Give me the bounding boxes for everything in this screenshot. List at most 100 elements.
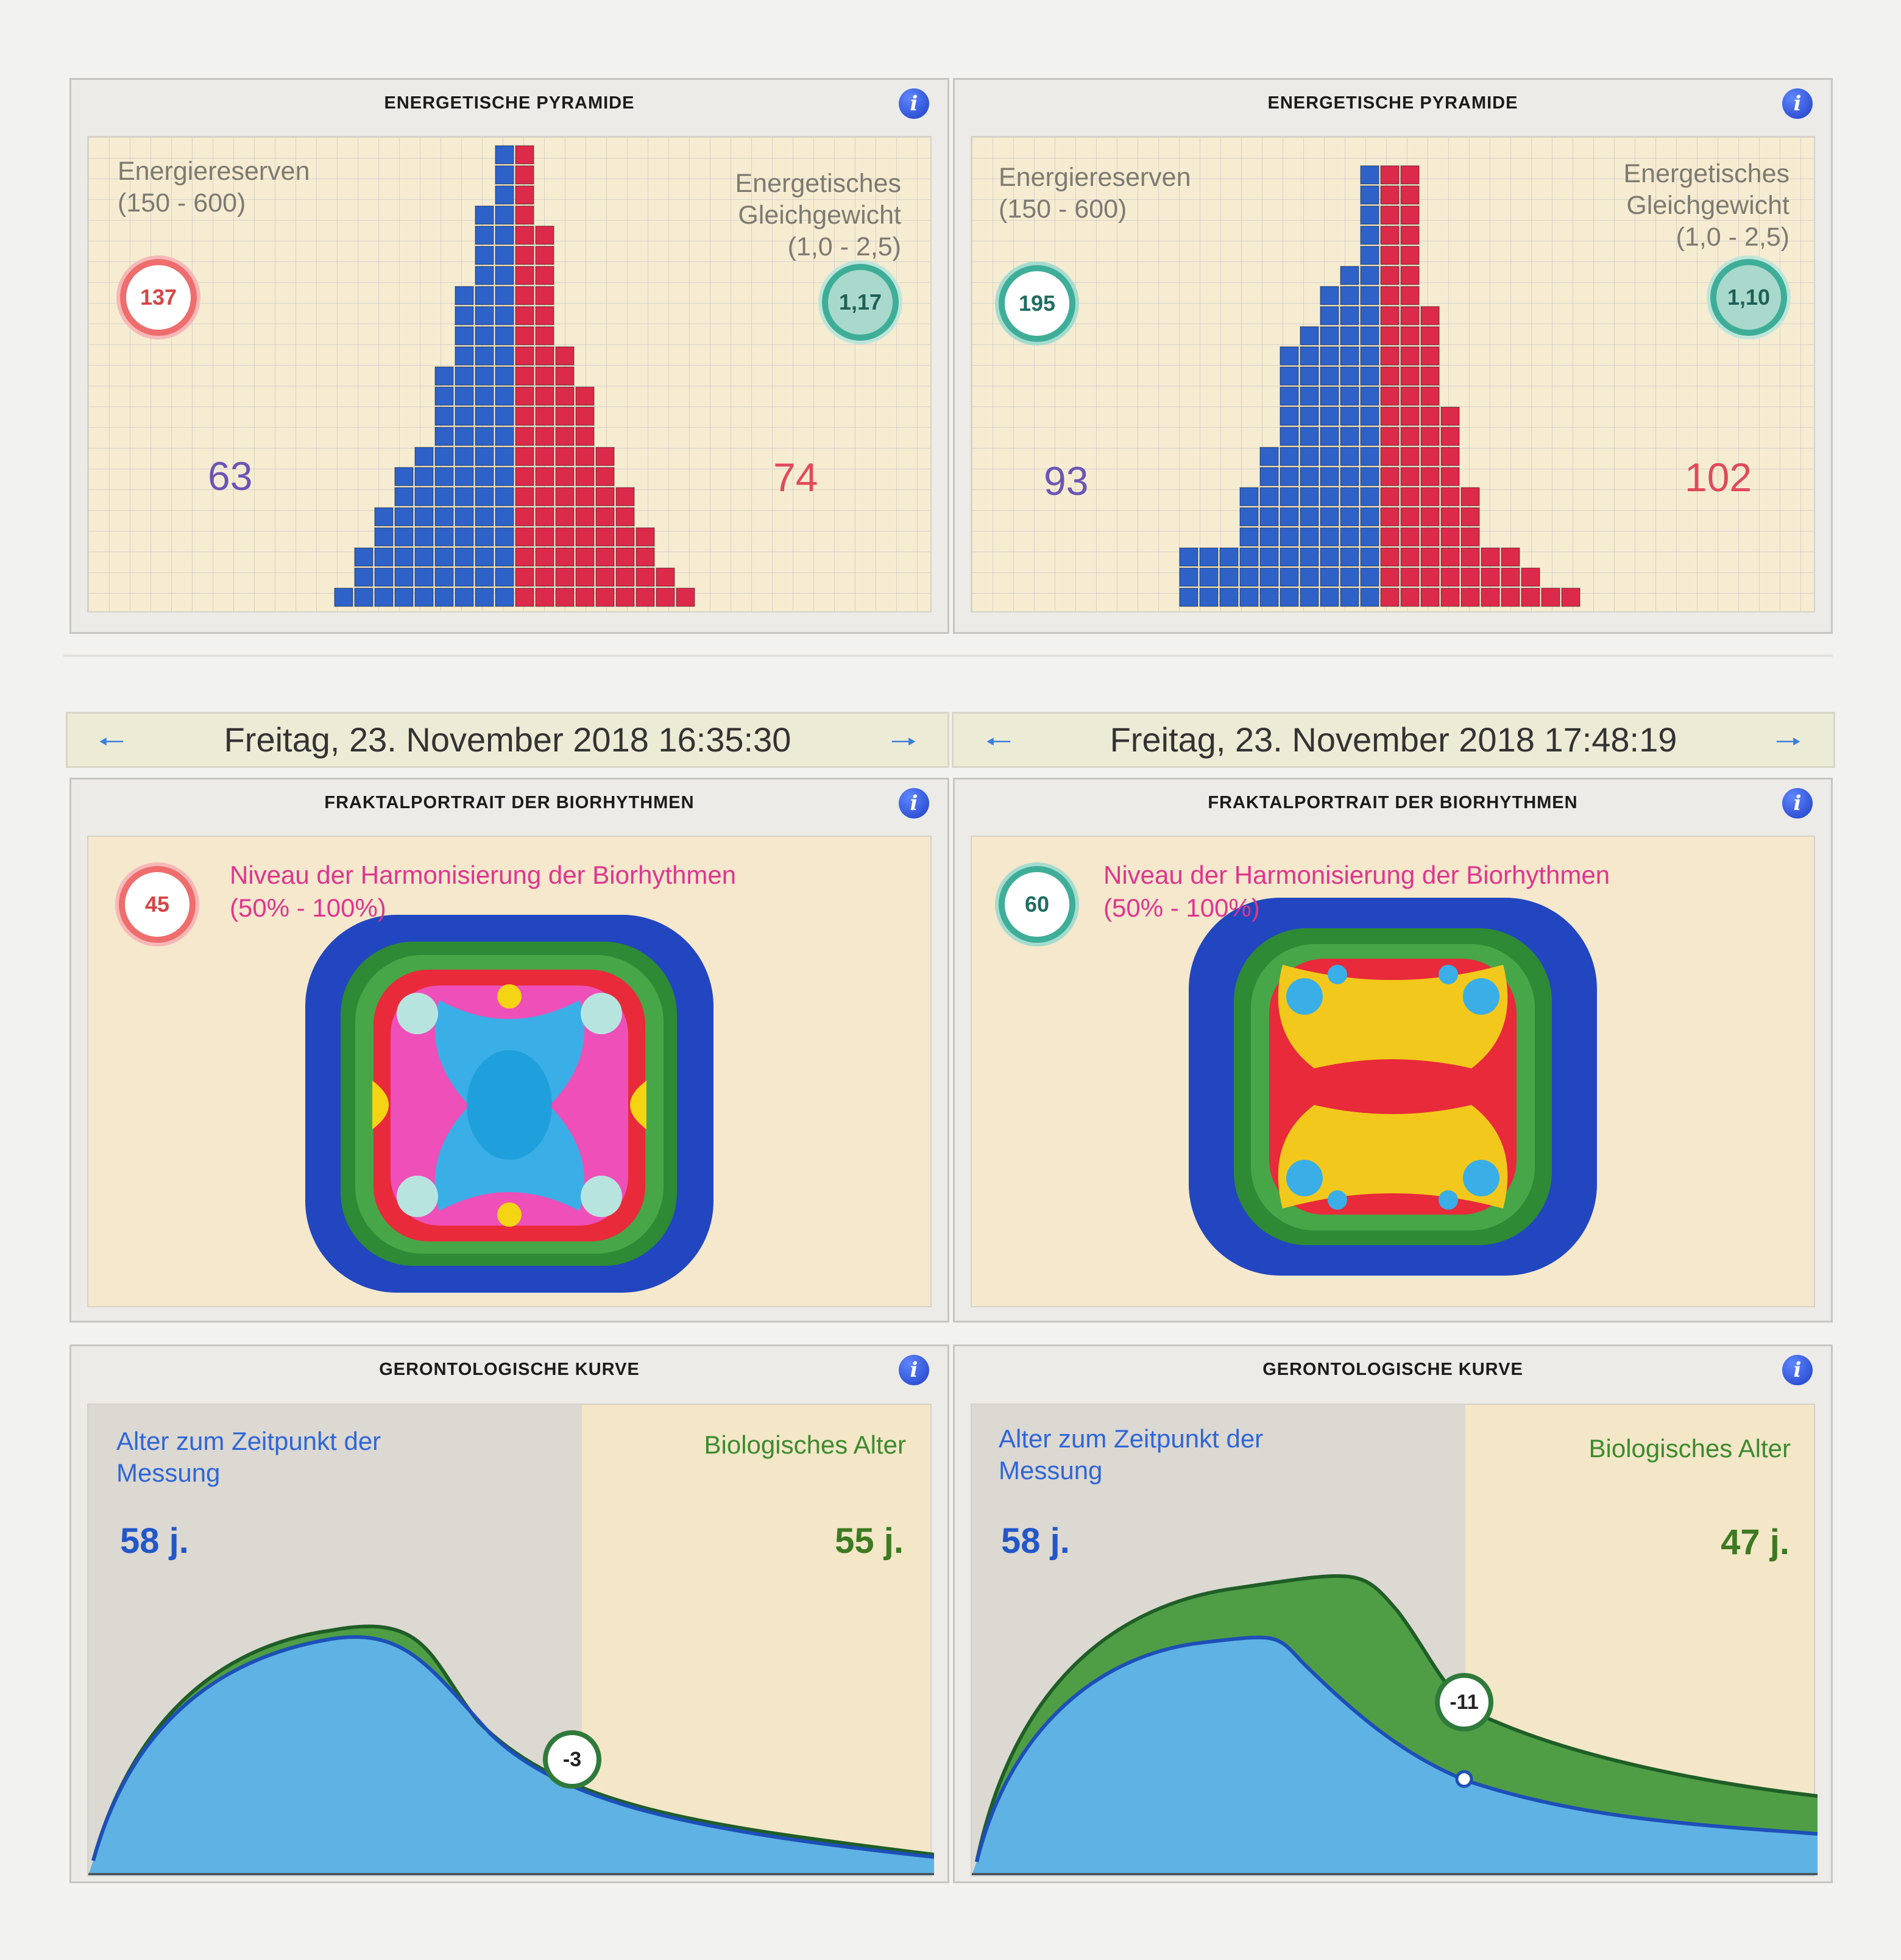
date-bar-right: 🠐 Freitag, 23. November 2018 17:48:19 🠒 xyxy=(952,712,1835,768)
pyramid-block-blue xyxy=(1280,588,1299,607)
pyramid-block-blue xyxy=(1239,487,1259,506)
left-count: 63 xyxy=(208,453,253,499)
pyramid-block-blue xyxy=(1280,386,1299,406)
pyramid-block-blue xyxy=(1199,567,1219,587)
arrow-left-icon[interactable]: 🠐 xyxy=(98,725,125,759)
pyramid-block-blue xyxy=(434,467,454,486)
pyramid-block-red xyxy=(656,588,675,607)
pyramid-block-blue xyxy=(1320,487,1339,506)
pyramid-block-red xyxy=(535,366,554,386)
divider xyxy=(63,655,1833,657)
pyramid-block-red xyxy=(515,588,534,607)
pyramid-block-blue xyxy=(1360,246,1379,265)
pyramid-block-blue xyxy=(475,447,494,466)
balance-label-2: Gleichgewicht xyxy=(1626,191,1789,220)
pyramid-block-red xyxy=(515,225,534,245)
pyramid-block-red xyxy=(1400,346,1420,366)
info-icon[interactable]: i xyxy=(899,88,929,119)
pyramid-block-red xyxy=(635,567,655,587)
pyramid-block-blue xyxy=(1179,547,1198,567)
pyramid-block-red xyxy=(1400,326,1420,346)
pyramid-block-red xyxy=(1380,165,1400,185)
pyramid-block-red xyxy=(535,588,554,607)
pyramid-block-red xyxy=(1420,487,1440,506)
bio-age-label: Biologisches Alter xyxy=(1588,1434,1791,1463)
pyramid-block-blue xyxy=(334,588,353,607)
pyramid-block-blue xyxy=(1340,306,1359,325)
balance-label: Energetisches xyxy=(735,169,902,198)
pyramid-block-blue xyxy=(495,527,514,547)
pyramid-block-blue xyxy=(495,225,514,245)
pyramid-block-red xyxy=(515,205,534,225)
panel-title: GERONTOLOGISCHE KURVE xyxy=(379,1360,640,1379)
pyramid-block-blue xyxy=(1340,527,1359,547)
pyramid-block-red xyxy=(1460,567,1480,587)
pyramid-block-blue xyxy=(394,487,414,506)
pyramid-block-blue xyxy=(1280,407,1299,426)
pyramid-block-red xyxy=(555,487,575,506)
info-icon[interactable]: i xyxy=(1782,1355,1813,1385)
pyramid-block-blue xyxy=(455,407,474,426)
pyramid-block-blue xyxy=(1300,588,1319,607)
difference-badge: -11 xyxy=(1435,1673,1493,1731)
right-count: 74 xyxy=(773,455,818,500)
pyramid-block-red xyxy=(1460,588,1480,607)
pyramid-block-red xyxy=(535,266,554,285)
arrow-right-icon[interactable]: 🠒 xyxy=(890,725,917,759)
info-icon[interactable]: i xyxy=(899,1355,929,1385)
info-icon[interactable]: i xyxy=(1782,88,1813,119)
pyramid-block-red xyxy=(1400,588,1420,607)
pyramid-block-blue xyxy=(434,567,454,587)
pyramid-block-red xyxy=(555,346,575,366)
pyramid-block-blue xyxy=(354,547,373,567)
pyramid-block-blue xyxy=(1300,386,1319,406)
pyramid-block-blue xyxy=(1360,266,1379,285)
pyramid-block-blue xyxy=(455,467,474,486)
pyramid-block-red xyxy=(595,567,615,587)
pyramid-block-blue xyxy=(495,567,514,587)
pyramid-block-blue xyxy=(1259,507,1279,527)
pyramid-block-red xyxy=(1420,366,1440,386)
pyramid-block-blue xyxy=(414,588,434,607)
info-icon[interactable]: i xyxy=(1782,788,1813,818)
pyramid-block-blue xyxy=(495,547,514,567)
pyramid-block-red xyxy=(1481,588,1500,607)
pyramid-block-blue xyxy=(1360,286,1379,305)
pyramid-block-blue xyxy=(495,266,514,285)
pyramid-block-blue xyxy=(475,527,494,547)
pyramid-block-blue xyxy=(1360,567,1379,587)
pyramid-block-blue xyxy=(455,366,474,386)
pyramid-block-blue xyxy=(1320,567,1339,587)
arrow-left-icon[interactable]: 🠐 xyxy=(985,725,1012,759)
pyramid-block-blue xyxy=(394,467,414,486)
pyramid-block-red xyxy=(1440,467,1460,486)
pyramid-block-red xyxy=(515,407,534,426)
pyramid-block-red xyxy=(615,567,635,587)
pyramid-block-blue xyxy=(1340,286,1359,305)
pyramid-block-red xyxy=(615,588,635,607)
pyramid-block-blue xyxy=(455,386,474,406)
pyramid-block-blue xyxy=(434,507,454,527)
pyramid-block-blue xyxy=(1320,547,1339,567)
pyramid-block-red xyxy=(555,547,575,567)
pyramid-block-red xyxy=(1380,246,1400,265)
pyramid-block-blue xyxy=(1300,346,1319,366)
pyramid-block-red xyxy=(1400,386,1420,406)
pyramid-block-blue xyxy=(1360,467,1379,486)
pyramid-block-blue xyxy=(1259,487,1279,506)
info-icon[interactable]: i xyxy=(899,788,929,818)
pyramid-block-red xyxy=(1420,386,1440,406)
pyramid-block-blue xyxy=(1300,407,1319,426)
pyramid-block-blue xyxy=(1320,507,1339,527)
pyramid-block-red xyxy=(1400,165,1420,185)
pyramid-block-red xyxy=(535,547,554,567)
pyramid-block-red xyxy=(1380,588,1400,607)
pyramid-block-red xyxy=(1440,427,1460,446)
pyramid-block-blue xyxy=(1280,567,1299,587)
pyramid-block-blue xyxy=(1300,507,1319,527)
reserves-label: Energiereserven xyxy=(118,157,310,186)
pyramid-block-blue xyxy=(374,547,394,567)
pyramid-block-red xyxy=(575,527,595,547)
pyramid-block-red xyxy=(1521,567,1540,587)
arrow-right-icon[interactable]: 🠒 xyxy=(1775,725,1802,759)
